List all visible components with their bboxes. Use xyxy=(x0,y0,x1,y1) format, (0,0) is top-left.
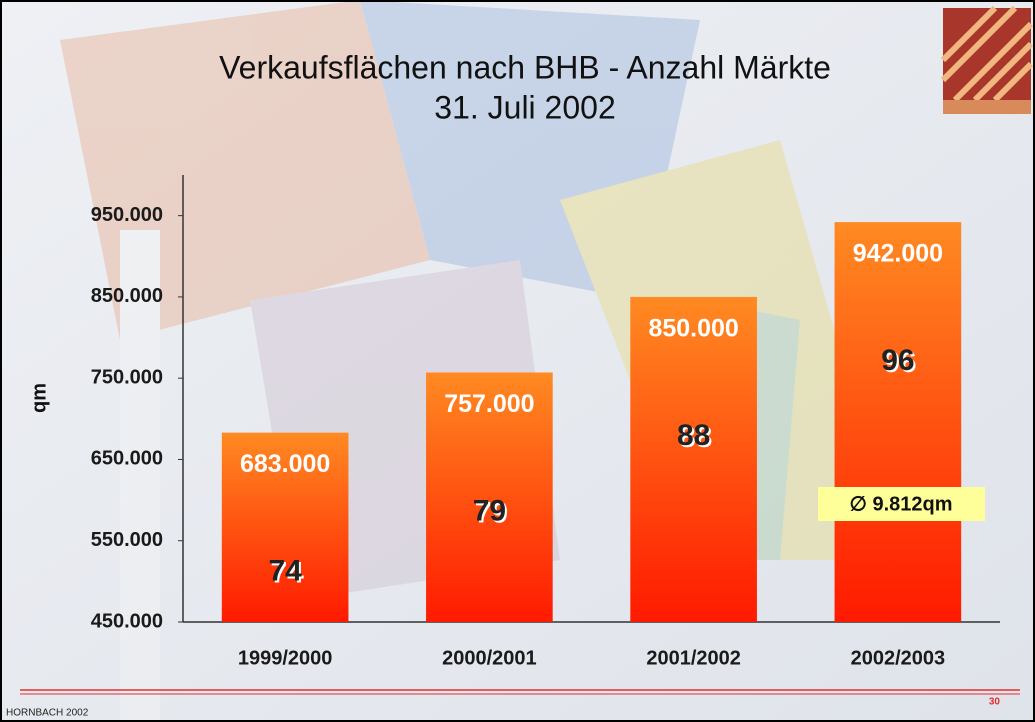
value-label: 942.000 xyxy=(853,240,943,268)
chart-subtitle: 31. Juli 2002 xyxy=(434,89,615,125)
x-tick-label: 2002/2003 xyxy=(851,647,946,669)
y-axis-label: qm xyxy=(28,383,50,413)
x-tick-label: 2000/2001 xyxy=(442,647,537,669)
bar xyxy=(630,297,757,622)
value-label: 850.000 xyxy=(648,315,738,343)
footer: HORNBACH 2002 xyxy=(6,708,89,719)
annotation: ∅ 9.812qm xyxy=(849,493,952,515)
value-label: 683.000 xyxy=(240,450,330,478)
y-tick-label: 650.000 xyxy=(91,448,163,470)
logo xyxy=(943,8,1031,114)
store-count: 74 xyxy=(268,555,302,588)
y-tick-label: 950.000 xyxy=(91,204,163,226)
x-tick-label: 2001/2002 xyxy=(646,647,741,669)
slide: Verkaufsflächen nach BHB - Anzahl Märkte… xyxy=(0,0,1035,722)
page-number: 30 xyxy=(989,697,1001,708)
y-tick-label: 450.000 xyxy=(91,610,163,632)
store-count: 79 xyxy=(473,494,506,527)
store-count: 88 xyxy=(677,419,710,452)
store-count: 96 xyxy=(881,344,914,377)
bar xyxy=(835,222,962,622)
y-tick-label: 750.000 xyxy=(91,366,163,388)
value-label: 757.000 xyxy=(444,390,534,418)
chart-title: Verkaufsflächen nach BHB - Anzahl Märkte xyxy=(219,49,831,85)
x-tick-label: 1999/2000 xyxy=(238,647,333,669)
y-tick-label: 550.000 xyxy=(91,529,163,551)
y-tick-label: 850.000 xyxy=(91,285,163,307)
